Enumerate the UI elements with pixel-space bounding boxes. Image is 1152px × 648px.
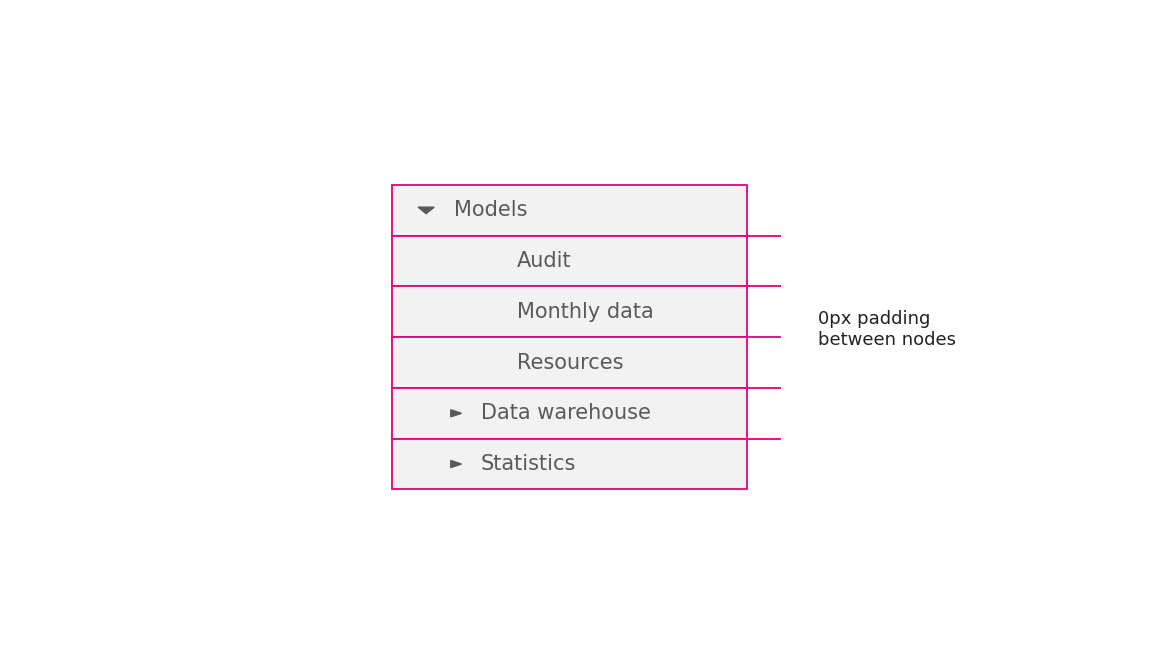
FancyBboxPatch shape: [392, 439, 746, 489]
Polygon shape: [450, 410, 462, 417]
Text: Resources: Resources: [517, 353, 623, 373]
Text: Data warehouse: Data warehouse: [482, 403, 651, 423]
FancyBboxPatch shape: [392, 388, 746, 439]
Text: Monthly data: Monthly data: [517, 302, 654, 322]
Text: 0px padding
between nodes: 0px padding between nodes: [818, 310, 956, 349]
Polygon shape: [418, 207, 434, 214]
FancyBboxPatch shape: [392, 286, 746, 337]
FancyBboxPatch shape: [392, 185, 746, 236]
Polygon shape: [450, 461, 462, 468]
Text: Models: Models: [454, 200, 528, 220]
FancyBboxPatch shape: [392, 236, 746, 286]
FancyBboxPatch shape: [392, 337, 746, 388]
Text: Audit: Audit: [517, 251, 571, 271]
Text: Statistics: Statistics: [482, 454, 576, 474]
